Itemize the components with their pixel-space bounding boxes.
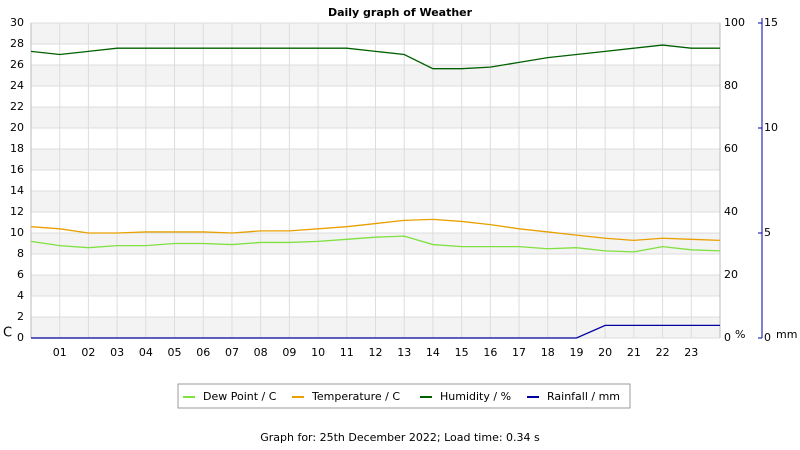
series-line [30,235,721,253]
y-tick-label: 10 [10,226,24,239]
y-tick-label: 12 [10,205,24,218]
y-tick-label: 24 [10,79,24,92]
y-tick-label: 30 [10,16,24,29]
x-tick-label: 07 [225,346,239,359]
x-tick-label: 16 [483,346,497,359]
x-tick-label: 22 [656,346,670,359]
y-tick-label: 6 [17,268,24,281]
y2-tick-label: 40 [724,205,738,218]
y2-tick-label: 80 [724,79,738,92]
chart-title: Daily graph of Weather [328,6,473,19]
series-line [31,324,720,339]
y3-tick-label: 5 [764,226,771,239]
legend-label: Temperature / C [311,390,400,403]
x-tick-label: 21 [627,346,641,359]
x-tick-label: 13 [397,346,411,359]
y-tick-label: 28 [10,37,24,50]
y3-tick-label: 0 [764,331,771,344]
y3-axis-label: mm [776,328,797,341]
x-tick-label: 02 [81,346,95,359]
y2-tick-label: 60 [724,142,738,155]
caption: Graph for: 25th December 2022; Load time… [260,431,540,444]
x-tick-label: 23 [684,346,698,359]
y-tick-label: 22 [10,100,24,113]
y2-tick-label: 100 [724,16,745,29]
y-tick-label: 0 [17,331,24,344]
x-tick-label: 03 [110,346,124,359]
y-tick-label: 18 [10,142,24,155]
y3-tick-label: 15 [764,16,778,29]
x-tick-label: 06 [196,346,210,359]
x-tick-label: 09 [282,346,296,359]
x-tick-label: 12 [369,346,383,359]
series-line [30,218,721,242]
y-tick-label: 16 [10,163,24,176]
x-tick-label: 05 [168,346,182,359]
legend: Dew Point / C Temperature / C Humidity / %… [177,383,631,409]
legend-label: Humidity / % [440,390,511,403]
y-tick-label: 8 [17,247,24,260]
y-tick-label: 20 [10,121,24,134]
x-tick-label: 08 [254,346,268,359]
x-tick-label: 04 [139,346,153,359]
y-tick-label: 4 [17,289,24,302]
y2-axis-label: % [735,328,745,341]
x-tick-label: 17 [512,346,526,359]
x-tick-label: 15 [455,346,469,359]
series-line [30,44,720,70]
x-tick-label: 10 [311,346,325,359]
x-tick-label: 01 [53,346,67,359]
legend-box [177,383,631,409]
y-tick-label: 26 [10,58,24,71]
y2-tick-label: 20 [724,268,738,281]
legend-label: Rainfall / mm [547,390,620,403]
x-tick-label: 18 [541,346,555,359]
y-axis-label: C [3,326,12,341]
legend-label: Dew Point / C [203,390,277,403]
x-tick-label: 19 [569,346,583,359]
x-tick-label: 20 [598,346,612,359]
y3-tick-label: 10 [764,121,778,134]
x-tick-label: 14 [426,346,440,359]
y-tick-label: 2 [17,310,24,323]
y2-tick-label: 0 [724,331,731,344]
x-tick-label: 11 [340,346,354,359]
y-tick-label: 14 [10,184,24,197]
